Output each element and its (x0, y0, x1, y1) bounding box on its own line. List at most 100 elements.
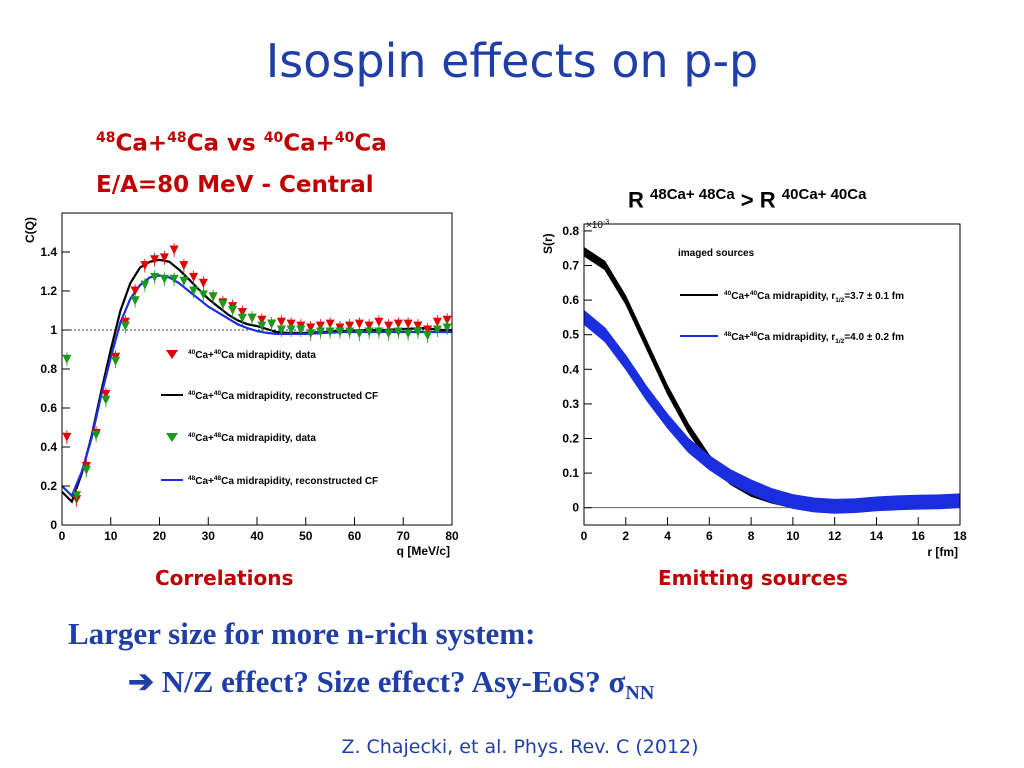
data-point (442, 315, 452, 325)
data-point (364, 327, 374, 337)
data-point (267, 319, 277, 329)
arrow-icon: ➔ (128, 664, 154, 699)
data-point (159, 274, 169, 284)
data-point (276, 325, 286, 335)
y-axis-label: S(r) (541, 233, 555, 254)
legend-marker-green-triangle (166, 433, 178, 442)
data-point (198, 290, 208, 300)
legend: imaged sources 40Ca+40Ca midrapidity, r1… (678, 248, 904, 345)
data-point (393, 327, 403, 337)
data-point (189, 286, 199, 296)
data-point (120, 321, 130, 331)
data-point (130, 286, 140, 296)
legend-title: imaged sources (678, 248, 755, 259)
data-point (296, 325, 306, 335)
x-tick-label: 6 (706, 529, 713, 543)
system-comparison: 48Ca+48Ca vs 40Ca+40Ca (96, 130, 387, 157)
x-tick-label: 4 (664, 529, 671, 543)
x-tick-label: 12 (828, 529, 842, 543)
data-point (111, 356, 121, 366)
data-point (208, 292, 218, 302)
data-point (384, 321, 394, 331)
data-point (72, 491, 82, 501)
y-tick-label: 0.3 (562, 397, 579, 411)
y-tick-label: 1.2 (40, 284, 57, 298)
data-point (140, 261, 150, 271)
x-tick-label: 2 (622, 529, 629, 543)
data-point (403, 329, 413, 339)
x-tick-label: 40 (250, 529, 264, 543)
correlation-chart: 0 10 20 30 40 50 60 70 80 0 0.2 0.4 0.6 0.8 1 1.2 1.4 C… (20, 205, 472, 563)
data-point (432, 317, 442, 327)
data-point (237, 313, 247, 323)
y-tick-label: 0.1 (562, 466, 579, 480)
data-point (335, 327, 345, 337)
legend-entry-4: 48Ca+48Ca midrapidity, reconstructed CF (188, 475, 378, 487)
data-point (413, 327, 423, 337)
x-tick-label: 80 (445, 529, 459, 543)
legend-entry-1: 40Ca+40Ca midrapidity, r1/2=3.7 ± 0.1 fm (724, 290, 904, 304)
data-point (432, 325, 442, 335)
legend-entry-2: 40Ca+40Ca midrapidity, reconstructed CF (188, 390, 378, 402)
y-tick-label: 0 (572, 501, 579, 515)
data-point (150, 272, 160, 282)
source-function-chart: 0 2 4 6 8 10 12 14 16 18 0 0.1 0.2 0.3 0.4 0.5 0.6 0.7 0.… (536, 212, 972, 562)
data-point (354, 319, 364, 329)
data-point (228, 306, 238, 315)
chart-background (20, 205, 472, 563)
y-tick-label: 0.4 (562, 362, 579, 376)
slide-title: Isospin effects on p-p (265, 34, 759, 88)
data-point (403, 319, 413, 329)
x-tick-label: 0 (59, 529, 66, 543)
data-point (101, 395, 111, 405)
data-point (150, 255, 160, 265)
legend-marker-red-triangle (166, 350, 178, 359)
data-point (218, 300, 228, 310)
citation: Z. Chajecki, et al. Phys. Rev. C (2012) (341, 736, 699, 758)
y-tick-label: 1.4 (40, 245, 57, 259)
conclusion-line-1: Larger size for more n-rich system: (68, 616, 536, 651)
y-axis-label: C(Q) (23, 217, 37, 243)
legend-entry-3: 40Ca+48Ca midrapidity, data (188, 432, 316, 444)
legend: 40Ca+40Ca midrapidity, data 40Ca+40Ca mi… (161, 349, 378, 487)
x-tick-label: 16 (912, 529, 926, 543)
legend-entry-2: 48Ca+48Ca midrapidity, r1/2=4.0 ± 0.2 fm (724, 331, 904, 345)
conclusion-line-2: ➔ N/Z effect? Size effect? Asy-EoS? σNN (128, 664, 655, 705)
y-tick-label: 0.8 (40, 362, 57, 376)
y-tick-label: 0.2 (562, 432, 579, 446)
x-tick-label: 18 (953, 529, 967, 543)
data-point (198, 278, 208, 288)
x-tick-label: 70 (397, 529, 411, 543)
data-point (257, 321, 267, 331)
data-point (91, 430, 101, 440)
y-tick-label: 0.2 (40, 479, 57, 493)
emitting-sources-caption: Emitting sources (658, 566, 848, 590)
data-point (179, 276, 189, 286)
data-point (179, 261, 189, 271)
y-tick-label: 0.6 (562, 293, 579, 307)
data-point (62, 432, 72, 442)
x-tick-label: 60 (348, 529, 362, 543)
y-tick-label: 0.4 (40, 440, 57, 454)
data-point (423, 331, 433, 341)
data-point (286, 325, 296, 335)
y-tick-label: 1 (50, 323, 57, 337)
data-point (315, 327, 325, 337)
x-tick-label: 20 (153, 529, 167, 543)
beam-energy-label: E/A=80 MeV - Central (96, 172, 374, 198)
data-point (276, 317, 286, 327)
x-tick-label: 30 (202, 529, 216, 543)
data-point (442, 323, 452, 333)
data-point (130, 296, 140, 306)
data-point (374, 317, 384, 327)
data-point (169, 245, 179, 255)
data-point (81, 465, 91, 475)
x-axis-label: r [fm] (927, 545, 958, 559)
y-tick-label: 0.5 (562, 328, 579, 342)
data-point (393, 319, 403, 329)
plot-frame (583, 223, 961, 526)
data-point (62, 354, 72, 364)
data-point (325, 327, 335, 337)
data-point (306, 329, 316, 339)
data-point (345, 327, 355, 337)
